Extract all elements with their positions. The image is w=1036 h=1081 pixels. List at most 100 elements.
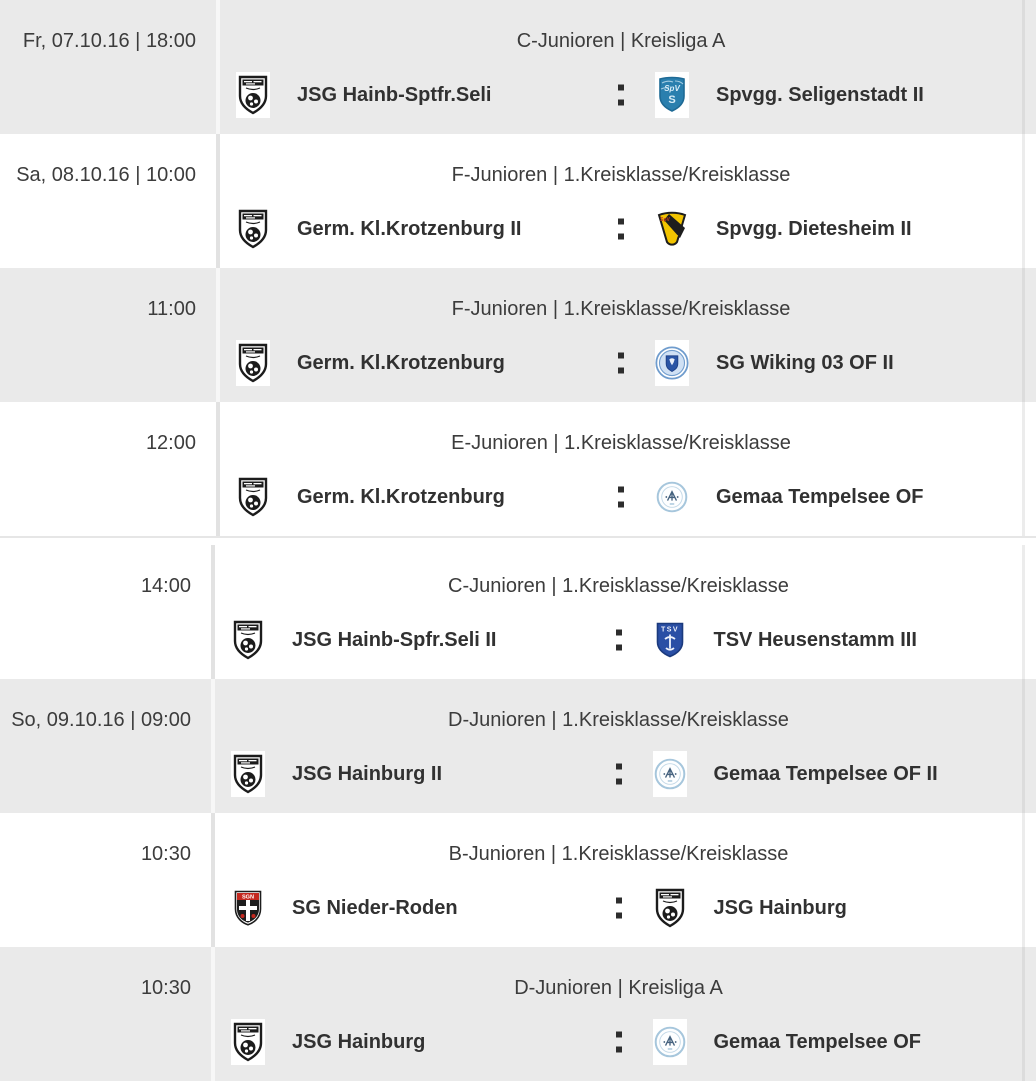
score-separator (615, 763, 622, 785)
home-team-crest-logo (231, 1019, 265, 1065)
away-team-crest-logo: SpV S (655, 72, 689, 118)
svg-text:TSV: TSV (660, 627, 678, 634)
separator-dot (618, 233, 624, 240)
competition-label: D-Junioren | Kreisliga A (514, 977, 723, 999)
fixture-row[interactable]: 10:30 D-Junioren | Kreisliga A JSG Hainb… (0, 947, 1036, 1081)
home-team-crest-logo (236, 206, 270, 252)
score-separator (615, 629, 622, 651)
table-right-edge (1025, 813, 1036, 947)
home-team-crest-logo (236, 72, 270, 118)
match-line: JSG Hainb-Sptfr.Seli SpV S Spvgg. Selige… (220, 68, 1022, 122)
svg-text:S: S (668, 94, 675, 106)
competition-label: E-Junioren | 1.Kreisklasse/Kreisklasse (451, 432, 791, 454)
kickoff-datetime: 12:00 (0, 402, 220, 536)
home-team[interactable]: JSG Hainburg (231, 1015, 425, 1069)
fixture-row[interactable]: So, 09.10.16 | 09:00 D-Junioren | 1.Krei… (0, 679, 1036, 813)
away-team-name: Spvgg. Dietesheim II (716, 217, 912, 240)
home-team-name: Germ. Kl.Krotzenburg II (297, 217, 522, 240)
home-team[interactable]: SGN SG Nieder-Roden (231, 881, 458, 935)
separator-dot (615, 778, 622, 785)
home-team-crest-logo (236, 340, 270, 386)
match-line: SGN SG Nieder-Roden (215, 881, 1022, 935)
away-team-crest-logo (652, 751, 687, 797)
home-team[interactable]: JSG Hainb-Spfr.Seli II (231, 613, 497, 667)
away-team-crest-logo: TSV (652, 617, 687, 663)
kickoff-datetime: Sa, 08.10.16 | 10:00 (0, 134, 220, 268)
separator-dot (615, 897, 622, 904)
match-line: Germ. Kl.Krotzenburg Gemaa Tempelsee OF (220, 470, 1022, 524)
separator-dot (618, 218, 624, 225)
match-cell: E-Junioren | 1.Kreisklasse/Kreisklasse G… (220, 402, 1025, 536)
away-team[interactable]: Gemaa Tempelsee OF (655, 470, 924, 524)
separator-dot (618, 486, 624, 493)
home-team[interactable]: JSG Hainburg II (231, 747, 442, 801)
home-team-crest-logo: SGN (231, 885, 265, 931)
away-team-crest-logo (652, 1019, 687, 1065)
separator-dot (615, 629, 622, 636)
table-separator (0, 536, 1036, 545)
match-cell: F-Junioren | 1.Kreisklasse/Kreisklasse G… (220, 268, 1025, 402)
separator-dot (615, 912, 622, 919)
table-right-edge (1025, 268, 1036, 402)
match-cell: D-Junioren | Kreisliga A JSG Hainburg (215, 947, 1025, 1081)
score-separator (615, 897, 622, 919)
match-line: JSG Hainburg Gemaa Tempelsee OF (215, 1015, 1022, 1069)
fixture-row[interactable]: 11:00 F-Junioren | 1.Kreisklasse/Kreiskl… (0, 268, 1036, 402)
table-right-edge (1025, 947, 1036, 1081)
away-team-name: Gemaa Tempelsee OF (713, 1030, 922, 1053)
fixture-row[interactable]: 10:30 B-Junioren | 1.Kreisklasse/Kreiskl… (0, 813, 1036, 947)
away-team[interactable]: SG Wiking 03 OF II (655, 336, 894, 390)
away-team[interactable]: Gemaa Tempelsee OF II (652, 747, 938, 801)
kickoff-datetime: 10:30 (0, 947, 215, 1081)
home-team-name: JSG Hainb-Spfr.Seli II (292, 628, 497, 651)
away-team-crest-logo (652, 885, 687, 931)
home-team-name: JSG Hainb-Sptfr.Seli (297, 83, 492, 106)
home-team-name: Germ. Kl.Krotzenburg (297, 351, 505, 374)
away-team[interactable]: TSV TSV Heusenstamm III (652, 613, 917, 667)
match-line: JSG Hainb-Spfr.Seli II TSV TSV Heusensta… (215, 613, 1022, 667)
home-team-crest-logo (231, 751, 265, 797)
svg-text:SpV: SpV (664, 84, 680, 93)
svg-text:SGN: SGN (242, 895, 254, 901)
away-team[interactable]: SpV Spvgg. Dietesheim II (655, 202, 912, 256)
kickoff-datetime: So, 09.10.16 | 09:00 (0, 679, 215, 813)
fixture-row[interactable]: Fr, 07.10.16 | 18:00 C-Junioren | Kreisl… (0, 0, 1036, 134)
table-right-edge (1025, 134, 1036, 268)
competition-label: C-Junioren | Kreisliga A (516, 30, 726, 52)
competition-label: D-Junioren | 1.Kreisklasse/Kreisklasse (448, 709, 789, 731)
separator-dot (618, 84, 624, 91)
home-team-name: JSG Hainburg (292, 1030, 426, 1053)
competition-label: C-Junioren | 1.Kreisklasse/Kreisklasse (448, 575, 789, 597)
score-separator (618, 84, 624, 106)
separator-dot (615, 644, 622, 651)
away-team-name: SG Wiking 03 OF II (716, 351, 894, 374)
competition-label: B-Junioren | 1.Kreisklasse/Kreisklasse (448, 843, 789, 865)
home-team[interactable]: JSG Hainb-Sptfr.Seli (236, 68, 491, 122)
separator-dot (618, 367, 624, 374)
fixture-row[interactable]: Sa, 08.10.16 | 10:00 F-Junioren | 1.Krei… (0, 134, 1036, 268)
score-separator (618, 218, 624, 240)
match-cell: B-Junioren | 1.Kreisklasse/Kreisklasse S… (215, 813, 1025, 947)
away-team[interactable]: SpV S Spvgg. Seligenstadt II (655, 68, 924, 122)
home-team-name: SG Nieder-Roden (292, 896, 458, 919)
away-team-name: Gemaa Tempelsee OF (716, 485, 924, 508)
table-right-edge (1025, 545, 1036, 679)
away-team[interactable]: Gemaa Tempelsee OF (652, 1015, 922, 1069)
home-team[interactable]: Germ. Kl.Krotzenburg (236, 470, 505, 524)
match-cell: C-Junioren | Kreisliga A JSG Hainb-Sptfr… (220, 0, 1025, 134)
fixture-row[interactable]: 12:00 E-Junioren | 1.Kreisklasse/Kreiskl… (0, 402, 1036, 536)
home-team[interactable]: Germ. Kl.Krotzenburg II (236, 202, 521, 256)
match-line: JSG Hainburg II Gemaa Tempelsee OF II (215, 747, 1022, 801)
home-team[interactable]: Germ. Kl.Krotzenburg (236, 336, 505, 390)
home-team-crest-logo (236, 474, 270, 520)
separator-dot (615, 1031, 622, 1038)
kickoff-datetime: Fr, 07.10.16 | 18:00 (0, 0, 220, 134)
fixture-row[interactable]: 14:00 C-Junioren | 1.Kreisklasse/Kreiskl… (0, 545, 1036, 679)
kickoff-datetime: 11:00 (0, 268, 220, 402)
match-cell: D-Junioren | 1.Kreisklasse/Kreisklasse J… (215, 679, 1025, 813)
away-team[interactable]: JSG Hainburg (652, 881, 847, 935)
separator-dot (618, 352, 624, 359)
separator-dot (618, 99, 624, 106)
competition-label: F-Junioren | 1.Kreisklasse/Kreisklasse (451, 298, 791, 320)
